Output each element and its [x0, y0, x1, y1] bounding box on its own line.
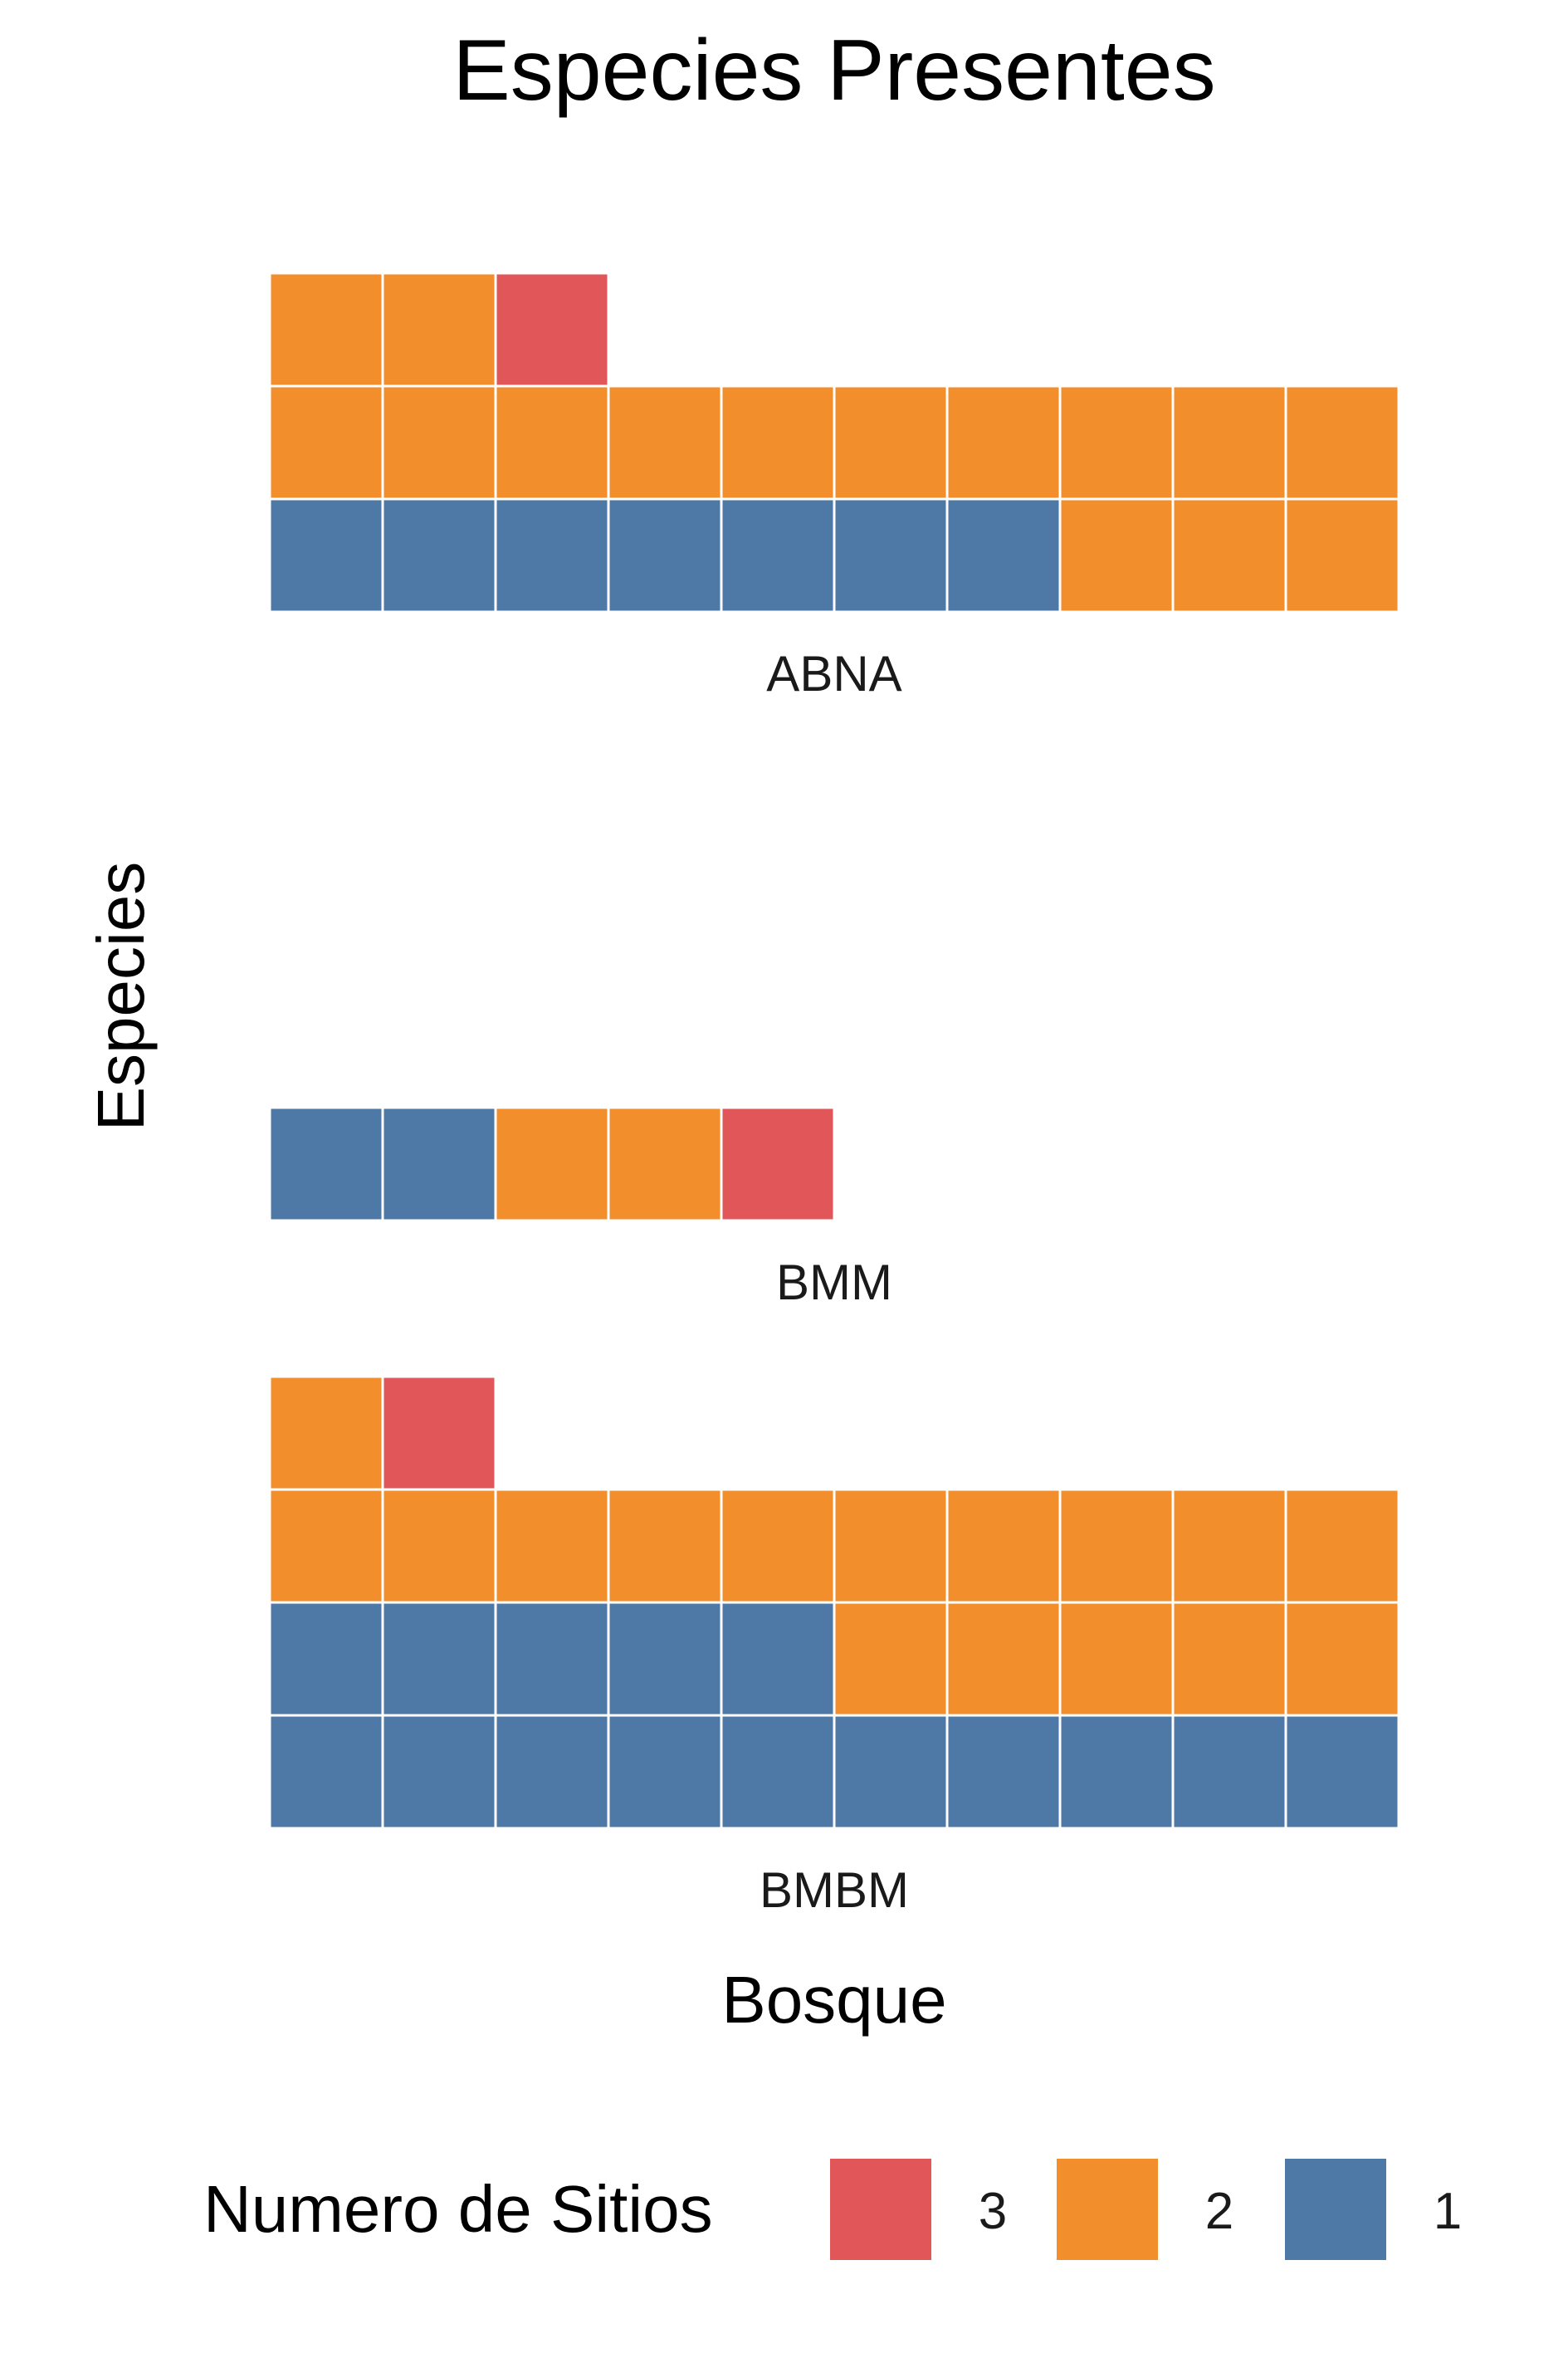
waffle-cell-abna-2 — [1171, 497, 1287, 614]
waffle-cell-bmbm-1 — [381, 1601, 497, 1717]
waffle-cell-bmbm-1 — [833, 1714, 949, 1830]
panel-bmbm: BMBM — [268, 1375, 1400, 1918]
waffle-cell-bmbm-1 — [720, 1601, 836, 1717]
waffle-cell-abna-2 — [1058, 497, 1175, 614]
waffle-cell-bmbm-2 — [607, 1488, 723, 1604]
x-axis-title: Bosque — [721, 1963, 946, 2037]
waffle-cell-bmbm-1 — [494, 1714, 610, 1830]
waffle-cell-bmbm-1 — [945, 1714, 1062, 1830]
waffle-cell-abna-2 — [268, 384, 384, 501]
legend-key-3 — [830, 2159, 931, 2260]
legend-items: 3 2 1 — [830, 2159, 1462, 2260]
legend-label-2: 2 — [1205, 2183, 1233, 2240]
waffle-cell-abna-2 — [720, 384, 836, 501]
waffle-cell-bmbm-2 — [494, 1488, 610, 1604]
chart-title: Especies Presentes — [452, 22, 1215, 119]
legend-key-2 — [1057, 2159, 1158, 2260]
waffle-cell-bmbm-2 — [268, 1375, 384, 1491]
waffle-cell-bmbm-1 — [1171, 1714, 1287, 1830]
waffle-cell-bmbm-2 — [1284, 1488, 1400, 1604]
waffle-cell-bmbm-1 — [1058, 1714, 1175, 1830]
waffle-cell-bmm-2 — [607, 1106, 723, 1222]
waffle-cell-bmbm-1 — [494, 1601, 610, 1717]
waffle-cell-bmbm-2 — [1058, 1601, 1175, 1717]
waffle-cell-abna-2 — [1171, 384, 1287, 501]
waffle-cell-bmbm-2 — [945, 1488, 1062, 1604]
legend: Numero de Sitios 3 2 1 — [203, 2159, 1462, 2260]
legend-title: Numero de Sitios — [203, 2172, 713, 2246]
legend-label-3: 3 — [979, 2183, 1007, 2240]
waffle-cell-bmbm-1 — [607, 1601, 723, 1717]
waffle-cell-bmm-2 — [494, 1106, 610, 1222]
waffle-cell-bmm-3 — [720, 1106, 836, 1222]
y-axis-title: Especies — [84, 862, 158, 1132]
legend-key-1 — [1285, 2159, 1386, 2260]
waffle-cell-abna-1 — [945, 497, 1062, 614]
waffle-cell-abna-3 — [494, 272, 610, 388]
waffle-cell-bmbm-1 — [607, 1714, 723, 1830]
waffle-cell-bmbm-1 — [381, 1714, 497, 1830]
waffle-cell-bmbm-2 — [1284, 1601, 1400, 1717]
waffle-cell-bmbm-2 — [720, 1488, 836, 1604]
panel-label-bmm: BMM — [776, 1255, 892, 1310]
waffle-cell-abna-1 — [720, 497, 836, 614]
waffle-cell-abna-2 — [381, 384, 497, 501]
panel-label-bmbm: BMBM — [760, 1862, 909, 1918]
waffle-cell-abna-2 — [381, 272, 497, 388]
waffle-cell-abna-1 — [381, 497, 497, 614]
waffle-cell-bmbm-2 — [268, 1488, 384, 1604]
panel-label-abna: ABNA — [766, 646, 901, 702]
waffle-cell-bmbm-1 — [268, 1601, 384, 1717]
waffle-cell-bmm-1 — [381, 1106, 497, 1222]
waffle-cell-bmbm-2 — [1171, 1601, 1287, 1717]
waffle-cell-bmbm-1 — [268, 1714, 384, 1830]
waffle-cell-abna-2 — [945, 384, 1062, 501]
waffle-cell-abna-1 — [494, 497, 610, 614]
waffle-cell-abna-2 — [1284, 384, 1400, 501]
waffle-cell-abna-1 — [268, 497, 384, 614]
panel-bmm: BMM — [268, 1106, 892, 1310]
waffle-cell-abna-2 — [1058, 384, 1175, 501]
waffle-cell-bmbm-2 — [833, 1601, 949, 1717]
waffle-cell-bmbm-1 — [1284, 1714, 1400, 1830]
waffle-cell-abna-1 — [833, 497, 949, 614]
waffle-cell-bmbm-3 — [381, 1375, 497, 1491]
waffle-cell-abna-2 — [1284, 497, 1400, 614]
waffle-cell-abna-1 — [607, 497, 723, 614]
waffle-cell-abna-2 — [833, 384, 949, 501]
waffle-cell-bmbm-2 — [945, 1601, 1062, 1717]
waffle-cell-bmbm-2 — [1058, 1488, 1175, 1604]
waffle-cell-bmbm-2 — [833, 1488, 949, 1604]
waffle-cell-bmbm-2 — [381, 1488, 497, 1604]
waffle-cell-abna-2 — [268, 272, 384, 388]
legend-label-1: 1 — [1434, 2183, 1462, 2240]
panel-abna: ABNA — [268, 272, 1400, 702]
waffle-cell-abna-2 — [607, 384, 723, 501]
waffle-cell-bmbm-2 — [1171, 1488, 1287, 1604]
waffle-cell-bmm-1 — [268, 1106, 384, 1222]
waffle-panels: ABNA BMM BMBM — [268, 272, 1400, 1918]
waffle-cell-bmbm-1 — [720, 1714, 836, 1830]
waffle-cell-abna-2 — [494, 384, 610, 501]
